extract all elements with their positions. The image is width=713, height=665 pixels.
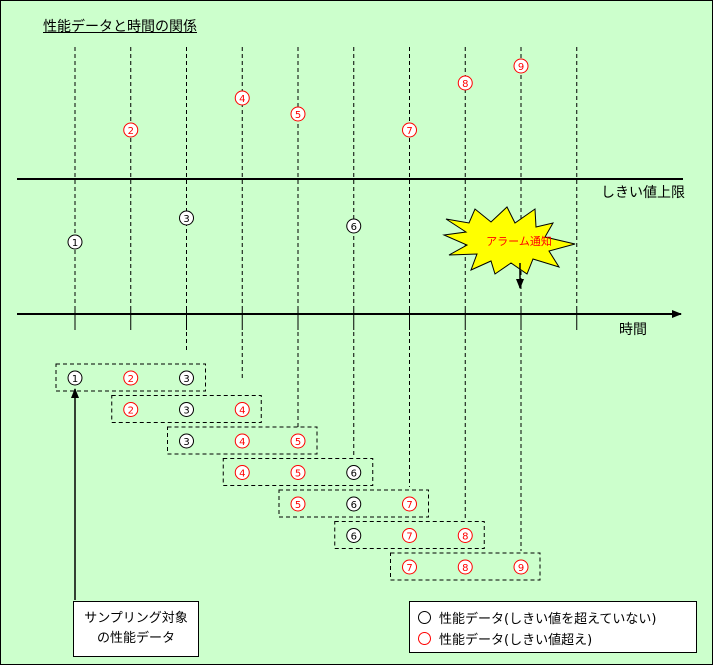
window-point-7-label: 7 <box>406 563 412 574</box>
legend-exceeded-label: 性能データ(しきい値超え) <box>439 633 593 648</box>
window-point-8: 8 <box>457 528 473 543</box>
window-point-6-label: 6 <box>351 469 357 480</box>
data-point-8-label: 8 <box>462 79 468 90</box>
data-point-4-label: 4 <box>239 94 245 105</box>
diagram-title: 性能データと時間の関係 <box>43 19 197 35</box>
data-point-3: 3 <box>179 210 194 226</box>
threshold-label: しきい値上限 <box>601 185 685 201</box>
data-point-7: 7 <box>402 122 417 138</box>
window-point-3: 3 <box>179 370 194 386</box>
window-point-6: 6 <box>346 528 362 543</box>
sampling-window: 2 3 4 <box>111 395 262 423</box>
window-point-2: 2 <box>123 370 139 386</box>
data-point-5-label: 5 <box>295 110 301 121</box>
sampling-window: 7 8 9 <box>390 552 541 581</box>
window-point-6: 6 <box>346 496 362 512</box>
window-point-4: 4 <box>234 465 250 480</box>
data-point-9: 9 <box>513 58 529 74</box>
window-point-5: 5 <box>290 496 306 512</box>
black-circle-icon <box>418 611 431 624</box>
window-point-1: 1 <box>67 370 83 386</box>
sampling-window: 5 6 7 <box>278 489 429 518</box>
window-point-8: 8 <box>457 559 473 575</box>
red-circle-icon <box>418 632 431 645</box>
data-point-6: 6 <box>346 218 362 234</box>
window-point-3-label: 3 <box>183 406 189 417</box>
data-point-2-label: 2 <box>128 126 134 137</box>
window-point-5-label: 5 <box>295 469 301 480</box>
data-point-3-label: 3 <box>183 214 189 225</box>
data-point-1-label: 1 <box>72 238 78 249</box>
window-point-4: 4 <box>234 402 250 417</box>
window-point-7-label: 7 <box>406 500 412 511</box>
window-point-3-label: 3 <box>183 437 189 448</box>
window-point-5: 5 <box>290 465 306 480</box>
data-point-1: 1 <box>67 234 83 250</box>
window-point-2-label: 2 <box>128 406 134 417</box>
time-axis-label: 時間 <box>619 322 647 338</box>
legend: 性能データ(しきい値を超えていない) 性能データ(しきい値超え) <box>409 601 697 653</box>
data-point-4: 4 <box>234 90 250 106</box>
window-point-3: 3 <box>179 433 194 449</box>
window-point-4-label: 4 <box>239 469 245 480</box>
sampling-window: 1 2 3 <box>55 363 206 392</box>
window-point-6-label: 6 <box>351 500 357 511</box>
sample-label-line2: の性能データ <box>96 631 175 646</box>
window-point-7: 7 <box>402 559 417 575</box>
window-point-2: 2 <box>123 402 139 417</box>
data-point-2: 2 <box>123 122 139 138</box>
legend-exceeded: 性能データ(しきい値超え) <box>418 628 696 649</box>
window-point-3-label: 3 <box>183 374 189 385</box>
window-point-7: 7 <box>402 528 417 543</box>
legend-normal-label: 性能データ(しきい値を超えていない) <box>439 612 657 627</box>
window-point-2-label: 2 <box>128 374 134 385</box>
sample-label-line1: サンプリング対象 <box>84 611 188 626</box>
window-point-8-label: 8 <box>462 563 468 574</box>
alarm-burst-icon <box>442 206 576 275</box>
window-point-6-label: 6 <box>351 532 357 543</box>
window-point-9: 9 <box>513 559 529 575</box>
sampling-target-box: サンプリング対象 の性能データ <box>73 601 199 657</box>
window-point-1-label: 1 <box>72 374 78 385</box>
window-point-3: 3 <box>179 402 194 417</box>
window-point-5-label: 5 <box>295 437 301 448</box>
window-point-4: 4 <box>234 433 250 449</box>
alarm-label: アラーム通知 <box>486 234 552 248</box>
window-point-9-label: 9 <box>518 563 524 574</box>
window-point-8-label: 8 <box>462 532 468 543</box>
sampling-window: 4 5 6 <box>222 458 374 486</box>
window-point-5-label: 5 <box>295 500 301 511</box>
window-point-4-label: 4 <box>239 406 245 417</box>
data-point-5: 5 <box>290 106 306 122</box>
legend-normal: 性能データ(しきい値を超えていない) <box>418 607 696 628</box>
window-point-7: 7 <box>402 496 417 512</box>
window-point-7-label: 7 <box>406 532 412 543</box>
data-point-7-label: 7 <box>406 126 412 137</box>
sampling-window: 6 7 8 <box>334 521 485 549</box>
window-point-4-label: 4 <box>239 437 245 448</box>
window-point-6: 6 <box>346 465 362 480</box>
data-point-9-label: 9 <box>518 62 524 73</box>
sampling-window: 3 4 5 <box>167 426 318 455</box>
window-point-5: 5 <box>290 433 306 449</box>
data-point-8: 8 <box>457 75 473 91</box>
data-point-6-label: 6 <box>351 222 357 233</box>
